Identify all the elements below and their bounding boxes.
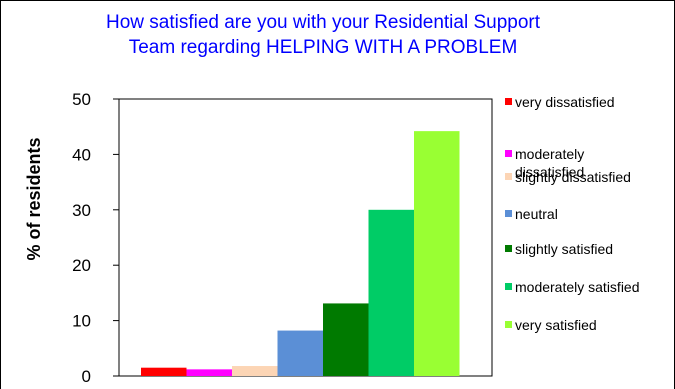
legend-swatch-moderately-dissatisfied (505, 150, 512, 157)
legend-label: moderately satisfied (515, 279, 640, 295)
legend-label: very dissatisfied (515, 94, 615, 110)
legend-swatch-very-dissatisfied (505, 98, 512, 105)
bar-very-dissatisfied (141, 367, 187, 376)
plot-area: 0 10 20 30 40 50 (72, 90, 493, 386)
legend-label: slightly dissatisfied (515, 169, 631, 185)
legend-swatch-very-satisfied (505, 321, 512, 328)
chart-title-line-2: Team regarding HELPING WITH A PROBLEM (129, 37, 518, 58)
bar-neutral (277, 330, 323, 376)
legend-swatch-slightly-satisfied (505, 245, 512, 252)
y-tick-label: 30 (72, 201, 91, 220)
bar-very-satisfied (414, 131, 460, 376)
bar-slightly-satisfied (323, 303, 369, 376)
chart-title-line-1: How satisfied are you with your Resident… (106, 12, 541, 33)
bar-moderately-dissatisfied (186, 369, 232, 376)
bar-slightly-dissatisfied (232, 366, 278, 376)
bar-moderately-satisfied (368, 209, 414, 376)
legend-label: very satisfied (515, 317, 597, 333)
y-tick-label: 50 (72, 90, 91, 109)
legend-label: dissatisfied (515, 164, 584, 180)
y-tick-label: 0 (82, 367, 91, 386)
legend-label: neutral (515, 206, 558, 222)
legend: very dissatisfiedmoderatelydissatisfieds… (505, 94, 640, 333)
legend-swatch-neutral (505, 210, 512, 217)
legend-swatch-slightly-dissatisfied (505, 173, 512, 180)
y-tick-label: 10 (72, 312, 91, 331)
legend-label: slightly satisfied (515, 241, 613, 257)
y-tick-label: 40 (72, 145, 91, 164)
y-axis-label: % of residents (24, 137, 44, 260)
y-tick-label: 20 (72, 256, 91, 275)
legend-label: moderately (515, 146, 584, 162)
legend-swatch-moderately-satisfied (505, 283, 512, 290)
